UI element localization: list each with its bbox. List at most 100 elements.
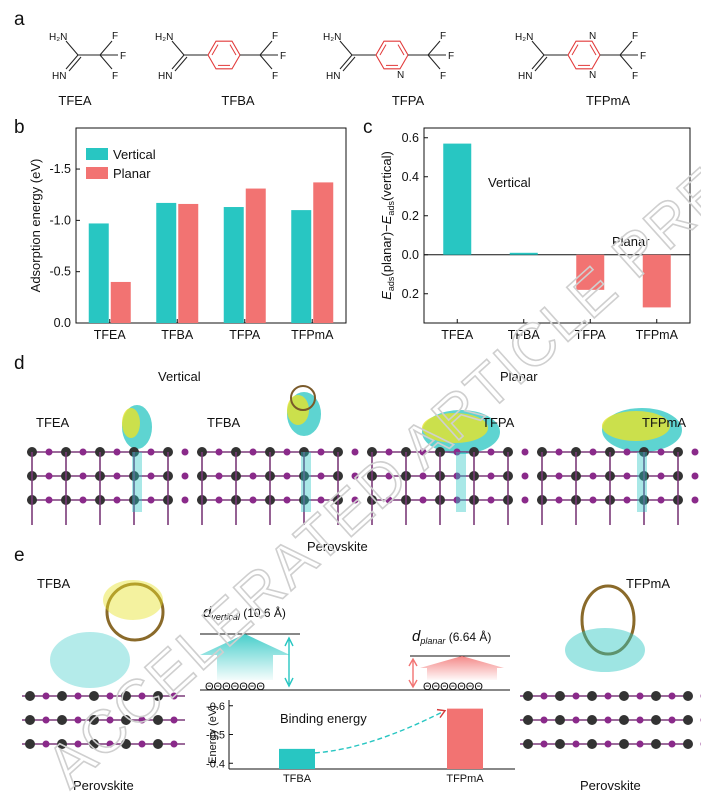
iodide-atom xyxy=(540,716,548,724)
iodide-atom xyxy=(170,716,178,724)
iodide-atom xyxy=(170,740,178,748)
iodide-atom xyxy=(385,448,393,456)
fluorine-label-3: F xyxy=(632,71,638,82)
iodide-atom xyxy=(181,496,189,504)
lead-atom xyxy=(121,715,131,725)
iodide-atom xyxy=(351,496,359,504)
charge-column xyxy=(132,452,142,512)
bar-tfpma xyxy=(642,254,671,308)
lead-atom xyxy=(121,739,131,749)
fluorine-label-2: F xyxy=(440,71,446,82)
x-tick-label: TFEA xyxy=(441,328,474,342)
iodide-atom xyxy=(657,496,665,504)
bond xyxy=(171,40,185,56)
lead-atom xyxy=(523,715,533,725)
iodide-atom xyxy=(74,716,82,724)
ring-double-bond xyxy=(571,44,579,56)
iodide-atom xyxy=(113,472,121,480)
aromatic-ring-3 xyxy=(567,40,601,70)
inset-y-label: Energy (eV) xyxy=(207,705,219,764)
iodide-atom xyxy=(106,740,114,748)
iodide-atom xyxy=(113,448,121,456)
panel-label-e: e xyxy=(14,545,25,566)
planar-arrow xyxy=(420,656,504,680)
y-tick-label: 0.2 xyxy=(402,209,419,223)
molecule-ring xyxy=(290,385,316,411)
ring-double-bond xyxy=(229,44,237,56)
iodide-atom xyxy=(604,716,612,724)
ring-nitrogen-label: N xyxy=(397,70,404,81)
iodide-atom xyxy=(42,692,50,700)
x-tick-label: TFPA xyxy=(229,328,261,342)
energy-difference-chart: 0.6 0.4 0.2 0.0 0.2 TFEA TFBA TFPA TFPmA Vertical… xyxy=(379,127,691,342)
lead-atom xyxy=(25,715,35,725)
fullerene-right xyxy=(580,584,636,656)
inset-bar-tfba xyxy=(279,748,315,769)
y-tick-label: -0.5 xyxy=(49,265,71,279)
charge-lobe-yellow xyxy=(422,413,488,443)
trend-arrow xyxy=(314,710,446,754)
lead-atom xyxy=(25,691,35,701)
iodide-atom xyxy=(572,692,580,700)
surface-charges-right: ΘΘΘΘΘΘΘ xyxy=(423,681,483,693)
slab-tfea xyxy=(27,405,189,525)
slab-label-tfpma: TFPmA xyxy=(642,415,686,430)
iodide-atom xyxy=(138,692,146,700)
inset-x-label-tfba: TFBA xyxy=(283,773,312,785)
y-tick-label: 0.6 xyxy=(402,131,419,145)
adsorption-energy-chart: 0.0 -0.5 -1.0 -1.5 TFEA TFBA TFPA TFPmA Adsorpti… xyxy=(28,127,347,342)
lead-atom xyxy=(619,691,629,701)
ring-double-bond xyxy=(211,44,219,56)
iodide-atom xyxy=(604,740,612,748)
iodide-atom xyxy=(215,496,223,504)
bond xyxy=(339,40,353,56)
iodide-atom xyxy=(691,472,699,480)
iodide-atom xyxy=(106,716,114,724)
iodide-atom xyxy=(317,448,325,456)
iodide-atom xyxy=(351,472,359,480)
iodide-atom xyxy=(691,496,699,504)
bar-planar-tfpma xyxy=(313,182,334,323)
ring-double-bond xyxy=(589,44,597,56)
iodide-atom xyxy=(181,472,189,480)
iodide-atom xyxy=(138,740,146,748)
lead-atom xyxy=(555,715,565,725)
inset-y-tick-label: -0.6 xyxy=(206,701,225,713)
iodide-atom xyxy=(623,448,631,456)
iodide-atom xyxy=(604,692,612,700)
iodide-atom xyxy=(317,472,325,480)
iodide-atom xyxy=(215,448,223,456)
x-tick-label: TFBA xyxy=(508,328,541,342)
ring-double-bond xyxy=(379,44,387,56)
charge-lobe-yellow xyxy=(103,580,163,620)
slab-label-tfea: TFEA xyxy=(36,415,70,430)
bond xyxy=(531,54,545,70)
lead-atom xyxy=(57,715,67,725)
molecule-name-tfba: TFBA xyxy=(221,93,255,108)
lead-atom xyxy=(57,739,67,749)
d-vertical-label: dvertical (10.6 Å) xyxy=(203,604,286,622)
ring-nitrogen-label: N xyxy=(589,31,596,42)
lead-atom xyxy=(523,691,533,701)
legend-swatch-vertical xyxy=(86,148,108,160)
imine-label-1: HN xyxy=(158,71,172,82)
lead-atom xyxy=(651,739,661,749)
fluorine-label-3: F xyxy=(632,31,638,42)
molecule-name-tfea: TFEA xyxy=(58,93,92,108)
charge-density-images: TFEA TFBA TFPA TFPmA xyxy=(27,385,699,525)
lead-atom xyxy=(89,739,99,749)
legend-label-planar: Planar xyxy=(113,166,151,181)
binding-energy-inset: -0.4 -0.5 -0.6 TFBA TFPmA Binding energy Energ… xyxy=(206,700,515,785)
iodide-atom xyxy=(42,716,50,724)
bar-tfpa xyxy=(576,254,605,290)
lead-atom xyxy=(89,715,99,725)
plot-frame xyxy=(75,127,347,324)
bar-vertical-tfea xyxy=(88,223,109,323)
lead-atom xyxy=(153,715,163,725)
bar-tfea xyxy=(443,143,472,255)
iodide-atom xyxy=(540,740,548,748)
aromatic-ring-1 xyxy=(207,40,241,70)
iodide-atom xyxy=(249,496,257,504)
